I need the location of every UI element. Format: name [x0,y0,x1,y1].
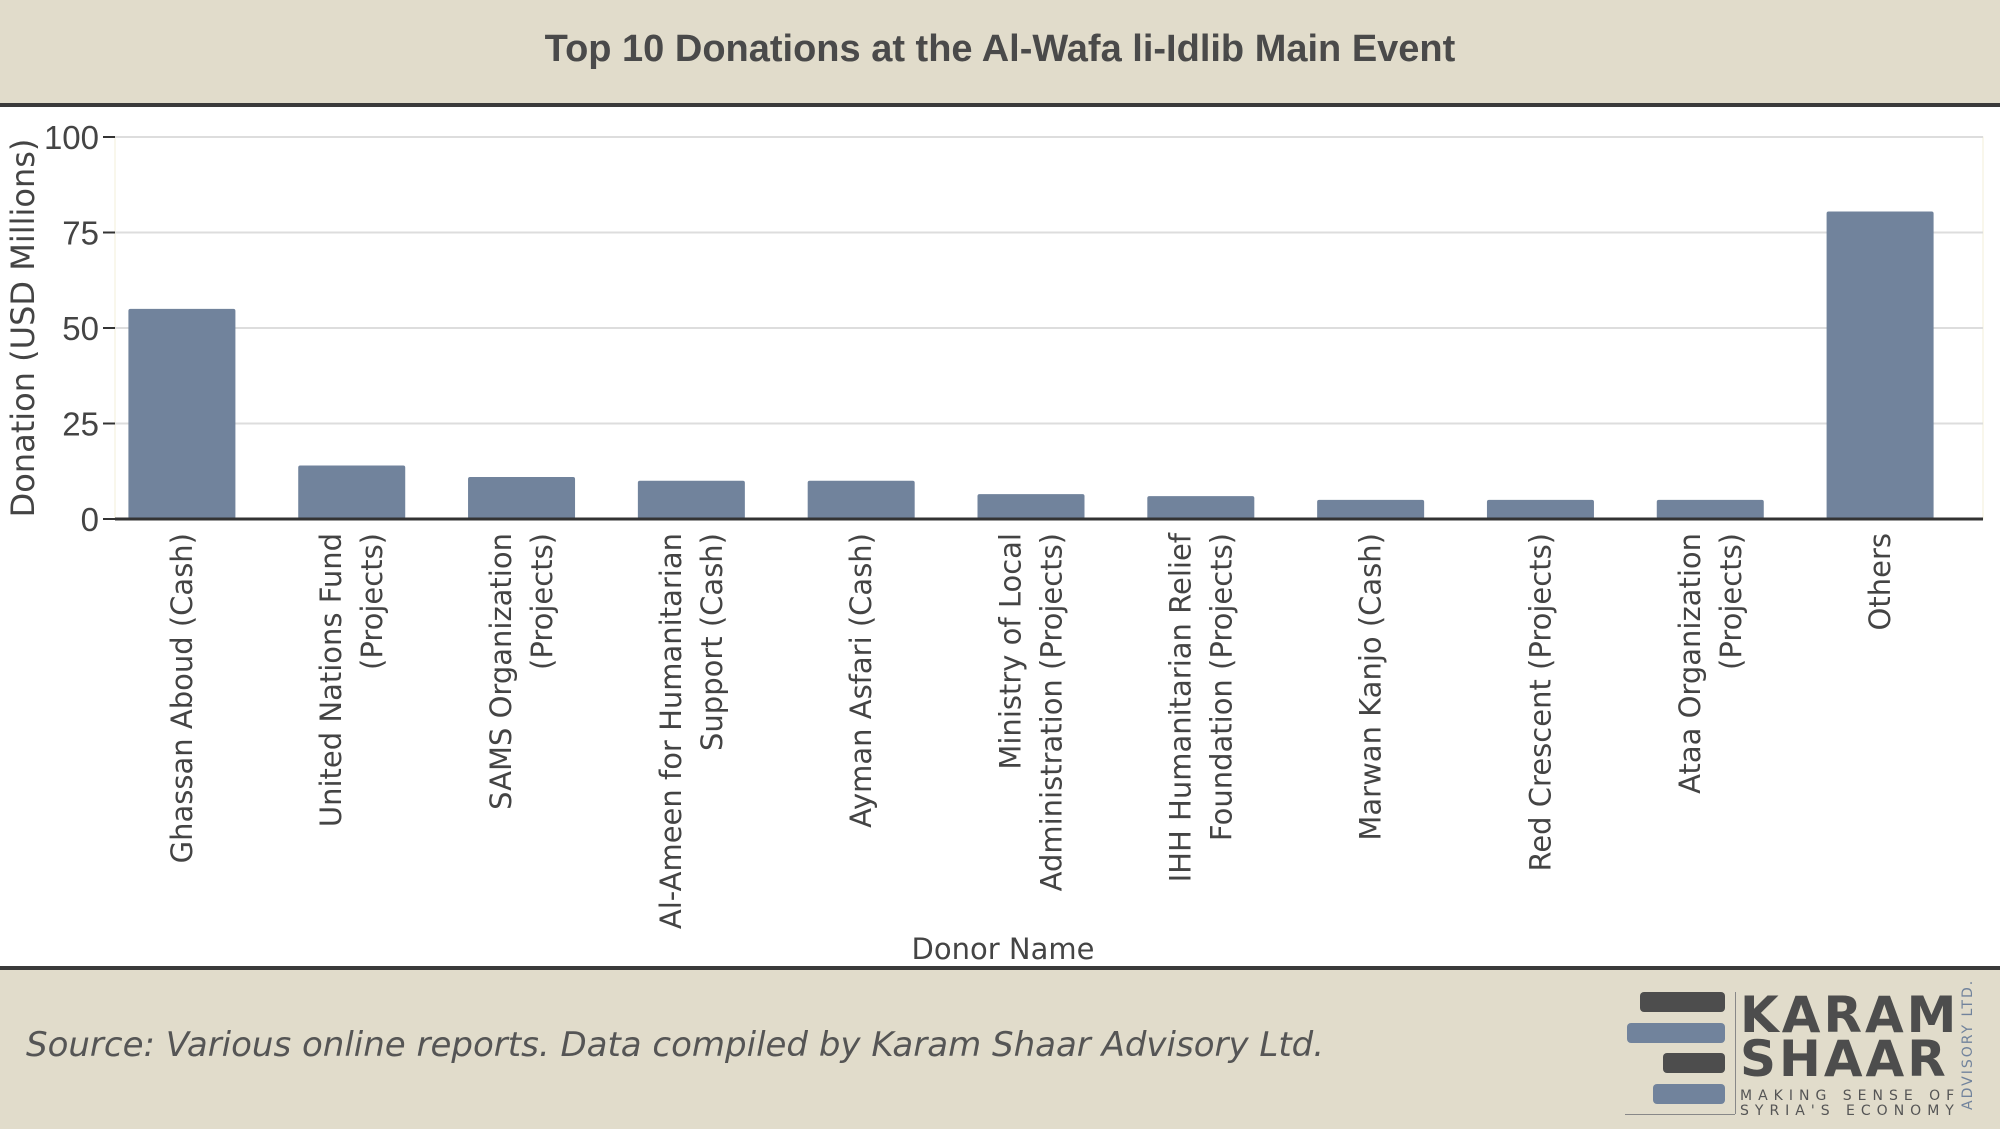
logo-divider [1735,992,1736,1114]
bar [1317,499,1425,519]
x-tick-label: Administration (Projects) [1035,533,1069,891]
x-tick-label: Others [1863,533,1897,630]
logo-text: KARAM [1740,986,1960,1044]
bar [1147,496,1255,519]
logo-bar [1627,1023,1725,1043]
title-banner: Top 10 Donations at the Al-Wafa li-Idlib… [0,0,2000,107]
bar [807,480,915,519]
x-tick-label: United Nations Fund [314,533,348,827]
y-tick-label: 25 [62,406,99,443]
x-tick-label: Al-Ameen for Humanitarian [654,533,688,929]
bar [298,465,406,519]
x-tick-label: (Projects) [355,533,389,670]
x-tick-label: Red Crescent (Projects) [1523,533,1557,872]
chart-title: Top 10 Donations at the Al-Wafa li-Idlib… [544,28,1456,70]
bar [128,308,236,519]
x-tick-label: Ataa Organization [1673,533,1707,794]
bar [1486,499,1594,519]
logo-bar [1663,1053,1725,1073]
x-tick-label: Ghassan Aboud (Cash) [165,533,199,863]
source-note: Source: Various online reports. Data com… [26,1025,1325,1065]
logo-text: SHAAR [1740,1030,1949,1088]
logo-tagline: MAKING SENSE OF [1740,1088,1961,1104]
logo-divider [1625,1114,1735,1115]
x-tick-label: (Projects) [1714,533,1748,670]
logo-side-text: ADVISORY LTD. [1960,978,1976,1110]
logo-bar [1640,992,1725,1012]
x-tick-label: IHH Humanitarian Relief [1163,532,1197,882]
y-tick-label: 100 [44,119,99,156]
bar [1656,499,1764,519]
x-tick-label: Marwan Kanjo (Cash) [1354,533,1388,841]
x-axis-title: Donor Name [912,932,1095,966]
x-tick-label: Ministry of Local [994,533,1028,770]
bar-chart: 0 25 50 75 100 Ghassan Aboud (Cash) United Nat… [4,119,1984,966]
x-tick-label: SAMS Organization [484,533,518,810]
bar [637,480,745,519]
x-tick-label: Support (Cash) [695,533,729,751]
y-axis-title: Donation (USD Millions) [4,139,42,518]
karam-shaar-logo: KARAM SHAAR MAKING SENSE OF SYRIA'S ECON… [1625,979,1995,1125]
footer: Source: Various online reports. Data com… [0,966,2000,1129]
bar [468,476,576,519]
x-tick-label: Foundation (Projects) [1204,533,1238,841]
logo-bar [1653,1084,1725,1104]
x-tick-label: Ayman Asfari (Cash) [844,533,878,828]
x-tick-label: (Projects) [525,533,559,670]
y-tick-label: 50 [62,310,99,347]
y-tick-label: 0 [81,501,99,538]
y-tick-label: 75 [62,215,99,252]
bar [1826,211,1934,519]
logo-tagline: SYRIA'S ECONOMY [1740,1103,1960,1119]
bar [977,494,1085,519]
